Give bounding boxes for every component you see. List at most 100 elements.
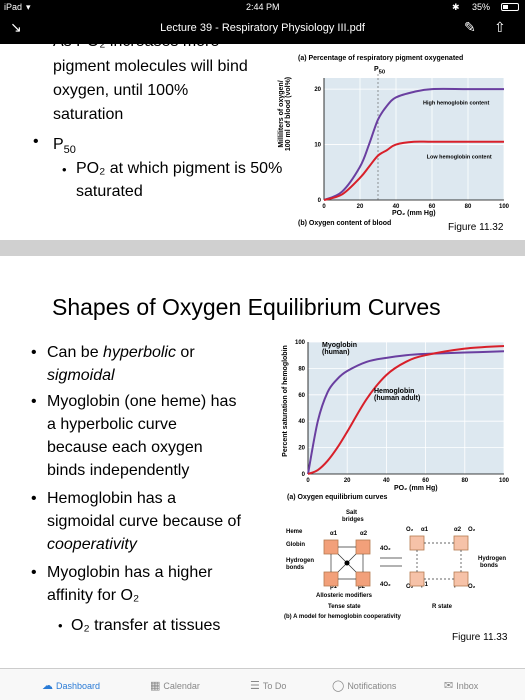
figure-ref: Figure 11.32	[448, 222, 504, 233]
partial-line: As PO₂ increases more	[53, 44, 219, 52]
bluetooth-icon: ✱	[452, 2, 460, 12]
sub-bullet-dot: •	[62, 162, 67, 177]
hemoglobin-cooperativity-diagram: Salt bridges α1 α2 Heme Globin Hydrogen …	[284, 510, 506, 620]
alpha1-label: α1	[421, 527, 429, 533]
figure-caption: (a) Percentage of respiratory pigment ox…	[298, 55, 464, 62]
list-icon: ☰	[250, 680, 260, 692]
text-line: Myoglobin (one heme) has	[47, 393, 237, 410]
globin-label: Globin	[286, 542, 305, 548]
o2-label: O₂	[406, 584, 414, 590]
document-title: Lecture 39 - Respiratory Physiology III.…	[160, 22, 365, 34]
y-tick-label: 80	[298, 366, 305, 372]
series-label: Hemoglobin (human adult)	[374, 388, 421, 402]
series-label: High hemoglobin content	[423, 101, 489, 107]
hydrogen-bonds-label: bonds	[286, 565, 305, 571]
salt-bridges-label: Salt	[346, 510, 357, 516]
sub-bullet-dot: •	[58, 618, 63, 633]
text-line: oxygen, until 100%	[53, 82, 189, 99]
allosteric-modifier-dot	[344, 560, 350, 566]
y-tick-label: 100	[295, 340, 306, 346]
tab-dashboard[interactable]: ☁ Dashboard	[42, 680, 101, 692]
status-bar: iPad ▾ 2:44 PM ✱ 35%	[0, 0, 525, 14]
battery-percent: 35%	[472, 2, 491, 12]
subunit-box	[323, 539, 339, 555]
text-line: Can be hyperbolic or	[47, 344, 195, 361]
text-line: pigment molecules will bind	[53, 58, 248, 75]
series-line	[323, 140, 504, 201]
text-line: saturated	[76, 183, 143, 200]
beta2-label: β2	[358, 584, 366, 590]
text-line: PO₂ at which pigment is 50%	[76, 160, 283, 177]
o2-label: O₂	[468, 527, 476, 533]
text-line: cooperativity	[47, 536, 137, 553]
slide-heading: Shapes of Oxygen Equilibrium Curves	[52, 294, 441, 320]
alpha2-label: α2	[360, 531, 368, 537]
o2x4-label: 4O₂	[380, 546, 391, 552]
text-line: saturation	[53, 106, 124, 123]
x-tick-label: 80	[465, 204, 472, 210]
x-tick-label: 20	[344, 478, 351, 484]
tab-calendar[interactable]: ▦ Calendar	[150, 680, 200, 692]
y-axis-label: Milliliters of oxygen/100 ml of blood (v…	[278, 76, 292, 152]
slide-1: As PO₂ increases more pigment molecules …	[0, 44, 525, 240]
y-tick-label: 0	[302, 472, 306, 478]
x-tick-label: 20	[357, 204, 364, 210]
y-axis-label: Percent saturation of hemoglobin	[282, 345, 289, 457]
share-icon[interactable]: ⇧	[494, 19, 506, 35]
alpha1-label: α1	[330, 531, 338, 537]
subunit-box	[323, 571, 339, 587]
subunit-box	[453, 535, 469, 551]
subunit-box	[453, 571, 469, 587]
subunit-box	[409, 535, 425, 551]
oxygen-content-chart: 0 10 20 0 20 40 60 80 100 High hemoglobin content…	[314, 74, 510, 210]
figure-ref: Figure 11.33	[452, 632, 508, 643]
bullet-dot: •	[31, 344, 37, 361]
bullet-dot: •	[33, 133, 39, 150]
text-line: Myoglobin has a higher	[47, 564, 213, 581]
tab-notifications[interactable]: ◯ Notifications	[332, 680, 397, 692]
slide-2: Shapes of Oxygen Equilibrium Curves • Ca…	[0, 256, 525, 654]
tense-state-label: Tense state	[328, 604, 361, 610]
tab-inbox[interactable]: ✉ Inbox	[444, 680, 479, 692]
bullet-dot: •	[31, 490, 37, 507]
x-tick-label: 0	[322, 204, 326, 210]
plot-area	[324, 78, 504, 200]
oxygen-equilibrium-chart: 0 20 40 60 80 100 0 20 40 60 80 100	[295, 340, 510, 484]
beta1-label: β1	[421, 582, 429, 588]
x-tick-label: 60	[422, 478, 429, 484]
tab-todo[interactable]: ☰ To Do	[250, 680, 287, 692]
battery-icon	[501, 3, 519, 11]
inbox-icon: ✉	[444, 680, 454, 692]
text-line: because each oxygen	[47, 439, 203, 456]
series-line	[323, 87, 504, 201]
x-axis-label: PO₂ (mm Hg)	[392, 210, 436, 217]
x-tick-label: 0	[306, 478, 310, 484]
subunit-box	[409, 571, 425, 587]
figure-caption: (a) Oxygen equilibrium curves	[287, 494, 388, 501]
page-divider	[0, 240, 525, 256]
y-tick-label: 0	[318, 198, 322, 204]
x-tick-label: 40	[383, 478, 390, 484]
series-label: Myoglobin (human)	[322, 342, 357, 356]
bell-icon: ◯	[332, 680, 345, 692]
figure-caption: (b) A model for hemoglobin cooperativity	[284, 614, 402, 620]
salt-bridges-label: bridges	[342, 517, 364, 523]
text-line: O₂ transfer at tissues	[71, 617, 221, 634]
alpha2-label: α2	[454, 527, 462, 533]
cloud-icon: ☁	[42, 680, 53, 692]
p50-label: P50	[53, 136, 76, 157]
heme-label: Heme	[286, 529, 303, 535]
p50-marker-label: P50	[374, 66, 386, 76]
x-tick-label: 80	[461, 478, 468, 484]
bullet-dot: •	[31, 564, 37, 581]
subunit-box	[355, 571, 371, 587]
edit-icon[interactable]: ✎	[464, 19, 476, 35]
relaxed-state-label: R state	[432, 604, 453, 610]
x-axis-label: PO₂ (mm Hg)	[394, 485, 438, 492]
x-tick-label: 100	[499, 204, 510, 210]
calendar-icon: ▦	[150, 680, 161, 692]
text-line: sigmoidal curve because of	[47, 513, 241, 530]
allosteric-label: Allosteric modifiers	[316, 593, 373, 599]
collapse-arrow-icon[interactable]: ↘	[10, 19, 22, 35]
text-line: a hyperbolic curve	[47, 416, 177, 433]
